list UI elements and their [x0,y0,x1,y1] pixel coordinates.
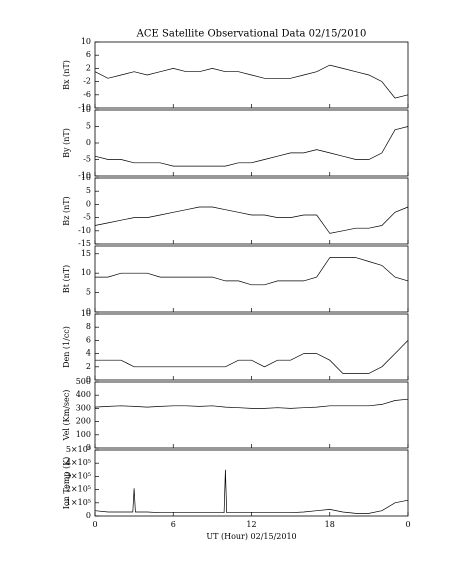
y-tick-label: 8 [86,322,91,331]
panel-frame [94,381,409,449]
y-tick-label: -10 [78,103,91,112]
y-tick-label: 10 [81,105,91,114]
y-tick-label: 2 [86,362,91,371]
y-tick-label: 5 [86,288,91,297]
y-tick-label: 500 [76,377,91,386]
y-tick-label: 2×10⁵ [66,485,91,494]
y-tick-label: -2 [83,77,91,86]
panel-frame [94,245,409,313]
y-axis-label: Bx (nT) [62,60,71,90]
y-tick-label: 1×10⁵ [66,498,91,507]
y-tick-label: 0 [86,199,91,208]
y-tick-label: -5 [83,213,91,222]
panel-frame [94,177,409,245]
data-line [94,126,409,167]
panel-frame [94,449,409,517]
y-tick-label: 10 [81,268,91,277]
data-line [95,257,409,286]
y-tick-label: 400 [76,390,91,399]
y-tick-label: 300 [76,403,91,412]
y-tick-label: 5×10⁵ [66,445,91,454]
y-tick-label: 10 [81,37,91,46]
x-tick-label: 0 [92,520,97,529]
y-tick-label: 4 [86,349,91,358]
y-tick-label: 10 [81,173,91,182]
y-tick-label: 0 [86,138,91,147]
y-tick-label: 5 [86,122,91,131]
y-axis-label: Ion Temp (K) [62,457,71,510]
y-tick-label: -6 [83,90,91,99]
y-tick-label: -10 [78,171,91,180]
y-tick-label: 200 [76,417,91,426]
data-line [94,64,409,99]
y-tick-label: 0 [86,307,91,316]
y-axis-label: By (nT) [62,128,71,158]
y-tick-label: 0 [86,375,91,384]
y-tick-label: 100 [76,430,91,439]
chart-title: ACE Satellite Observational Data 02/15/2… [136,29,367,40]
x-tick-label: 18 [325,520,335,529]
y-tick-label: 6 [86,335,91,344]
x-tick-label: 12 [246,520,256,529]
y-tick-label: -15 [78,239,91,248]
panel-frame [94,109,409,177]
data-line [94,469,409,514]
y-tick-label: 0 [86,511,91,520]
y-tick-label: 10 [81,309,91,318]
x-tick-label: 0 [405,520,410,529]
data-line [94,206,409,234]
x-axis-label: UT (Hour) 02/15/2010 [206,532,296,541]
data-line [94,398,409,409]
y-tick-label: 2 [86,63,91,72]
y-tick-label: 3×10⁵ [66,471,91,480]
y-tick-label: 15 [81,249,91,258]
y-axis-label: Bt (nT) [62,265,71,293]
y-axis-label: Bz (nT) [62,196,71,225]
y-tick-label: 4×10⁵ [66,458,91,467]
panel-frame [94,313,409,381]
y-tick-label: -5 [83,155,91,164]
y-tick-label: -10 [78,226,91,235]
y-axis-label: Den (1/cc) [62,326,71,368]
y-axis-label: Vel (Km/sec) [62,390,71,442]
y-tick-label: 5 [86,186,91,195]
x-tick-label: 6 [171,520,176,529]
y-tick-label: 0 [86,443,91,452]
data-line [95,340,409,374]
y-tick-label: 6 [86,50,91,59]
